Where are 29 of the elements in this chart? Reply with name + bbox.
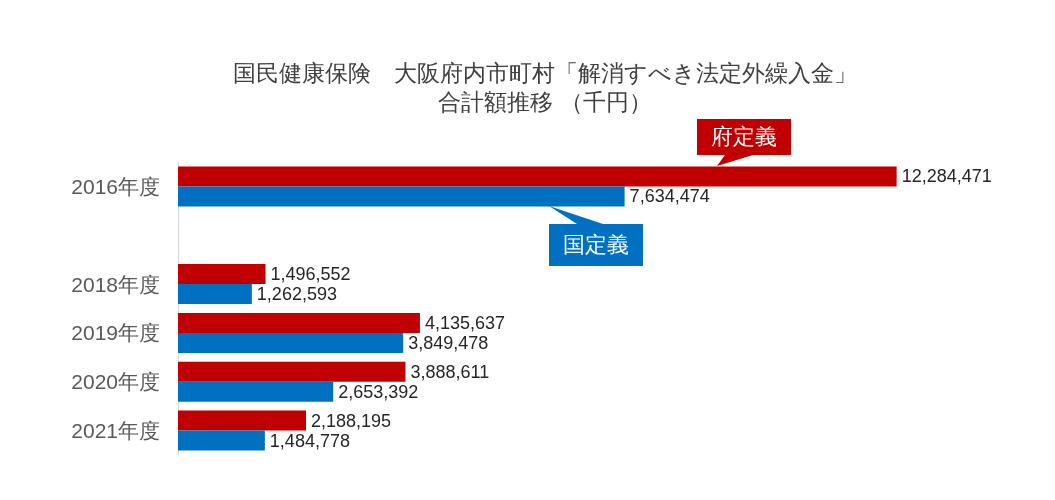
bar: [178, 381, 334, 402]
y-tick-label: 2016年度: [71, 174, 160, 198]
bar: [178, 284, 252, 305]
data-label: 2,188,195: [311, 410, 392, 431]
data-label: 7,634,474: [629, 186, 710, 207]
y-tick-label: 2018年度: [71, 272, 160, 296]
bar: [178, 430, 265, 451]
data-label: 12,284,471: [901, 166, 992, 187]
legend-label: 国定義: [548, 224, 643, 267]
data-label: 2,653,392: [338, 381, 419, 402]
data-label: 1,262,593: [256, 284, 337, 305]
series-label: 府定義: [696, 119, 791, 156]
bar: [178, 361, 406, 382]
bar: [178, 312, 420, 333]
y-tick-label: 2019年度: [71, 321, 160, 345]
y-tick-label: 2020年度: [71, 370, 160, 394]
bar: [178, 166, 897, 187]
y-tick-label: 2021年度: [71, 419, 160, 443]
data-label: 1,496,552: [270, 264, 351, 285]
chart-title: 国民健康保険 大阪府内市町村「解消すべき法定外繰入金」: [233, 59, 857, 86]
bar: [178, 264, 266, 285]
bar: [178, 410, 307, 431]
bar: [178, 332, 404, 353]
bar: [178, 186, 625, 207]
data-label: 1,484,778: [269, 430, 350, 451]
data-label: 4,135,637: [424, 312, 506, 333]
chart-subtitle: 合計額推移 （千円）: [438, 88, 652, 115]
data-label: 3,849,478: [408, 332, 489, 353]
data-label: 3,888,611: [410, 361, 490, 382]
